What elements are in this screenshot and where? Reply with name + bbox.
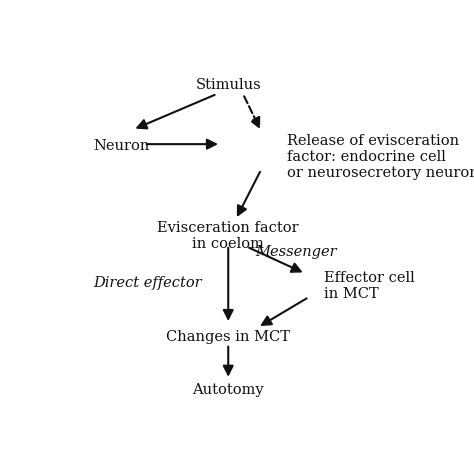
Text: Stimulus: Stimulus [195, 78, 261, 92]
Text: Autotomy: Autotomy [192, 383, 264, 397]
Text: Neuron: Neuron [93, 139, 150, 153]
Text: Changes in MCT: Changes in MCT [166, 330, 290, 344]
Text: Evisceration factor
in coelom: Evisceration factor in coelom [157, 221, 299, 251]
Text: Messenger: Messenger [255, 245, 337, 259]
Text: Direct effector: Direct effector [93, 276, 202, 290]
Text: Effector cell
in MCT: Effector cell in MCT [324, 271, 414, 301]
Text: Release of evisceration
factor: endocrine cell
or neurosecretory neuron: Release of evisceration factor: endocrin… [287, 134, 474, 180]
